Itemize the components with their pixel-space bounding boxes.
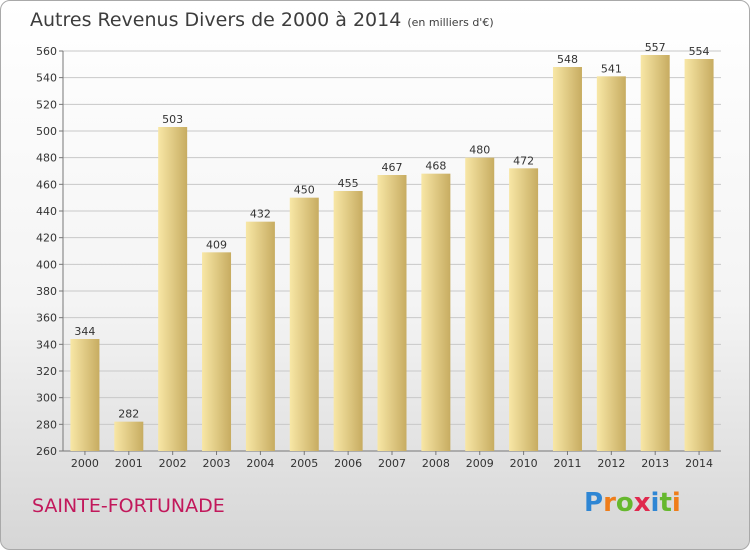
data-label: 468 — [425, 160, 446, 173]
data-label: 409 — [206, 238, 227, 251]
bar — [465, 157, 495, 451]
y-tick-label: 500 — [36, 125, 57, 138]
chart-subtitle: (en milliers d'€) — [407, 16, 494, 29]
x-tick-label: 2008 — [422, 457, 450, 470]
logo-letter: P — [584, 488, 604, 518]
data-label: 450 — [294, 184, 315, 197]
bar — [684, 59, 714, 451]
chart-title-text: Autres Revenus Divers de 2000 à 2014 — [30, 9, 402, 31]
data-label: 472 — [513, 154, 534, 167]
commune-name: SAINTE-FORTUNADE — [32, 495, 225, 517]
bar — [289, 197, 319, 451]
x-tick-label: 2014 — [685, 457, 713, 470]
chart-title: Autres Revenus Divers de 2000 à 2014 (en … — [30, 9, 494, 31]
logo-letter: o — [615, 488, 634, 518]
bar — [158, 127, 188, 451]
data-label: 503 — [162, 113, 183, 126]
x-tick-label: 2006 — [334, 457, 362, 470]
data-label: 554 — [689, 45, 710, 58]
y-tick-label: 540 — [36, 72, 57, 85]
proxiti-logo: Proxiti — [584, 488, 681, 518]
y-tick-label: 260 — [36, 445, 57, 458]
x-tick-label: 2009 — [466, 457, 494, 470]
y-tick-label: 440 — [36, 205, 57, 218]
logo-letter: i — [650, 488, 660, 518]
logo-letter: i — [671, 488, 681, 518]
data-label: 541 — [601, 62, 622, 75]
x-tick-label: 2011 — [553, 457, 581, 470]
x-tick-label: 2002 — [159, 457, 187, 470]
x-tick-label: 2005 — [290, 457, 318, 470]
logo-letter: t — [659, 488, 672, 518]
bar — [596, 76, 626, 451]
x-tick-label: 2004 — [246, 457, 274, 470]
logo-letter: r — [603, 488, 616, 518]
y-tick-label: 360 — [36, 312, 57, 325]
bar — [202, 252, 232, 451]
data-label: 455 — [338, 177, 359, 190]
bar — [70, 339, 100, 451]
data-label: 282 — [118, 408, 139, 421]
bar — [245, 221, 275, 451]
x-tick-label: 2010 — [510, 457, 538, 470]
y-tick-label: 420 — [36, 232, 57, 245]
data-label: 467 — [382, 161, 403, 174]
x-tick-label: 2007 — [378, 457, 406, 470]
y-tick-label: 380 — [36, 285, 57, 298]
logo-letter: x — [633, 488, 651, 518]
y-tick-label: 560 — [36, 45, 57, 58]
y-tick-label: 340 — [36, 338, 57, 351]
data-label: 480 — [469, 144, 490, 157]
x-tick-label: 2000 — [71, 457, 99, 470]
bar — [114, 421, 144, 451]
data-label: 557 — [645, 41, 666, 54]
data-label: 344 — [74, 325, 95, 338]
bar — [421, 173, 451, 451]
data-label: 432 — [250, 208, 271, 221]
x-tick-label: 2013 — [641, 457, 669, 470]
y-tick-label: 460 — [36, 178, 57, 191]
x-tick-label: 2012 — [597, 457, 625, 470]
y-tick-label: 400 — [36, 258, 57, 271]
y-tick-label: 520 — [36, 98, 57, 111]
data-label: 548 — [557, 53, 578, 66]
y-tick-label: 280 — [36, 418, 57, 431]
bar — [640, 55, 670, 451]
bar — [552, 67, 582, 451]
y-tick-label: 300 — [36, 392, 57, 405]
bar — [377, 175, 407, 451]
x-tick-label: 2003 — [203, 457, 231, 470]
bar — [509, 168, 539, 452]
y-tick-label: 320 — [36, 365, 57, 378]
bar — [333, 191, 363, 451]
y-tick-label: 480 — [36, 152, 57, 165]
x-tick-label: 2001 — [115, 457, 143, 470]
